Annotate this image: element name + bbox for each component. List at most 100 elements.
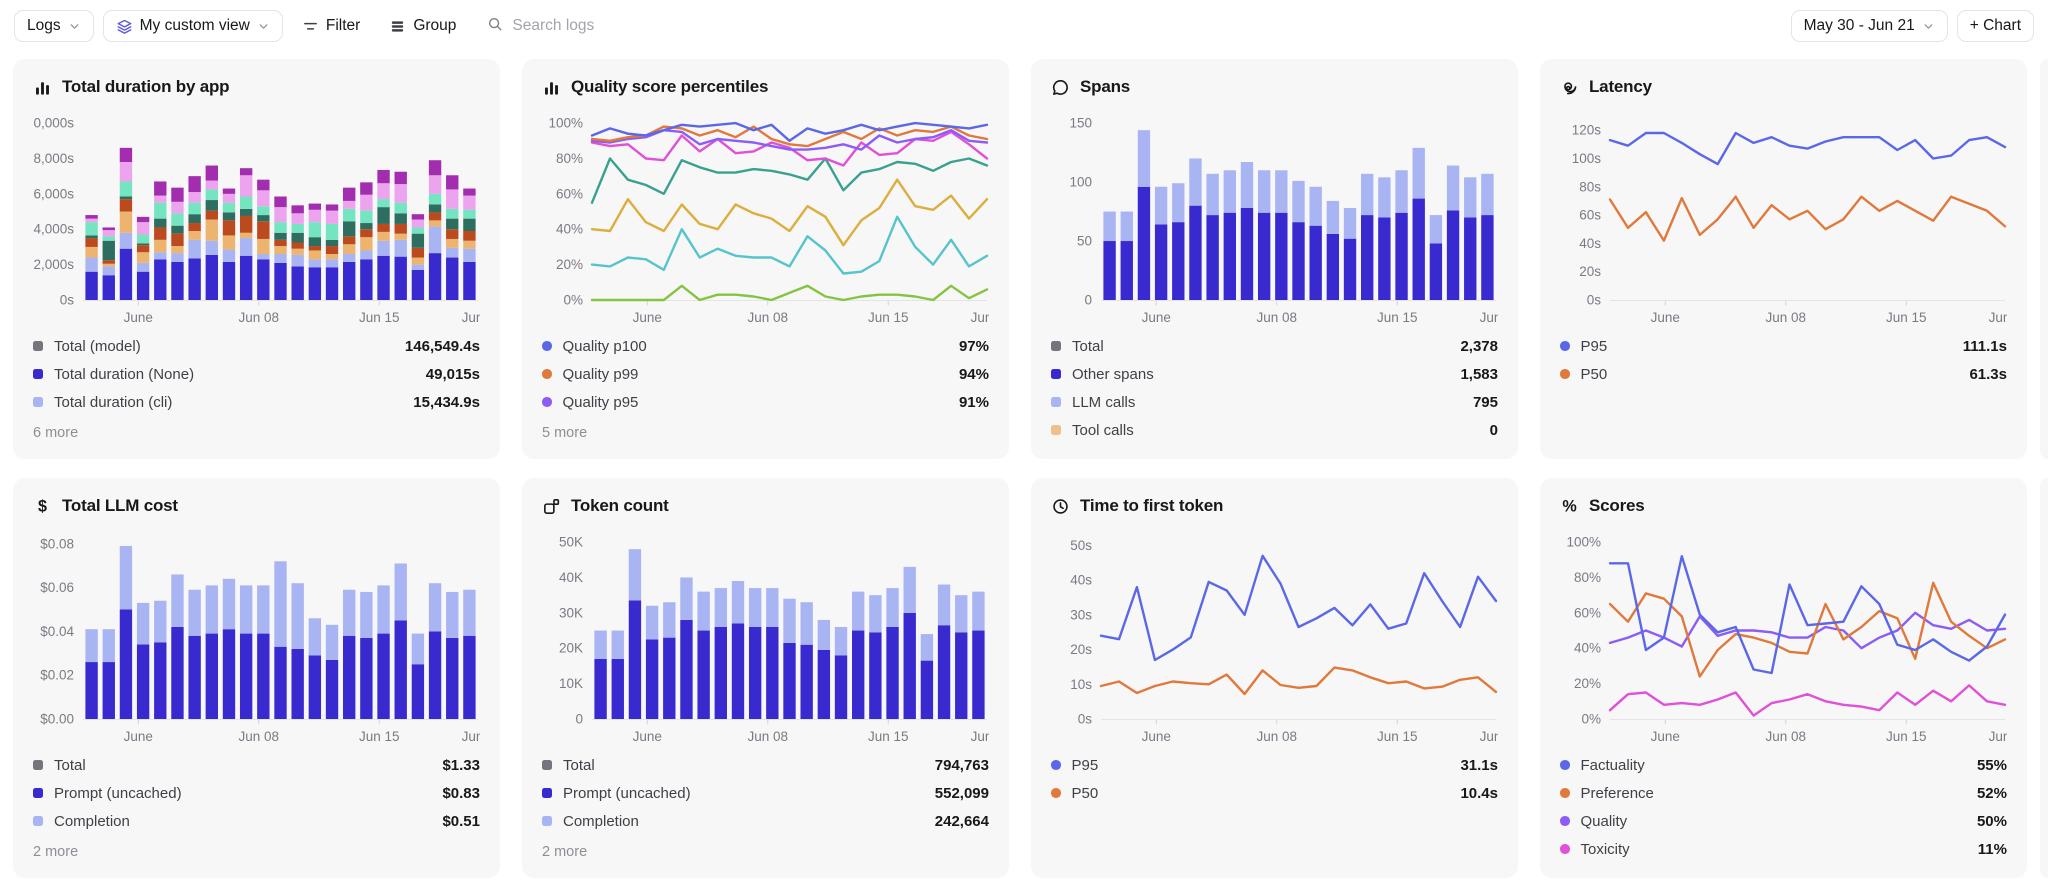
svg-text:0s: 0s [60,293,75,308]
legend-value: 1,583 [1460,365,1498,383]
legend-marker [1560,816,1570,826]
legend-marker [33,816,43,826]
legend-marker [1051,760,1061,770]
legend-value: 146,549.4s [404,337,480,355]
svg-text:40%: 40% [1574,641,1601,656]
filter-button[interactable]: Filter [291,10,371,42]
svg-text:10,000s: 10,000s [33,116,74,131]
legend-item[interactable]: Total 794,763 [542,751,989,779]
legend-item[interactable]: LLM calls 795 [1051,388,1498,416]
legend-marker [1560,341,1570,351]
svg-text:Jun 22: Jun 22 [462,729,480,744]
svg-text:50: 50 [1077,234,1092,249]
token-icon [542,497,561,516]
date-range-button[interactable]: May 30 - Jun 21 [1790,10,1948,42]
legend-item[interactable]: Quality p99 94% [542,360,989,388]
svg-text:June: June [633,729,662,744]
chevron-down-icon [68,20,81,33]
legend-item[interactable]: Tool calls 0 [1051,416,1498,444]
custom-view-dropdown[interactable]: My custom view [102,10,283,42]
svg-text:Jun 22: Jun 22 [1989,729,2007,744]
legend-item[interactable]: Preference 52% [1560,779,2007,807]
legend-value: 794,763 [934,756,989,774]
legend-item[interactable]: Toxicity 11% [1560,835,2007,863]
svg-text:10s: 10s [1070,677,1092,692]
legend-item[interactable]: P50 10.4s [1051,779,1498,807]
svg-text:Jun 08: Jun 08 [239,729,280,744]
legend-item[interactable]: Total 2,378 [1051,332,1498,360]
legend-value: $0.83 [442,784,480,802]
legend-value: 50% [1976,812,2007,830]
show-more-link[interactable]: 2 more [542,844,588,860]
legend-label: Total duration (None) [54,365,195,383]
group-icon [389,18,406,35]
filter-icon [302,18,319,35]
legend-item[interactable]: Total duration (cli) 15,434.9s [33,388,480,416]
legend-marker [1051,397,1061,407]
legend-item[interactable]: Completion $0.51 [33,807,480,835]
legend-marker [1051,425,1061,435]
svg-text:100%: 100% [1566,535,1601,550]
legend-label: Completion [563,812,639,830]
legend-marker [1051,369,1061,379]
legend-item[interactable]: P95 31.1s [1051,751,1498,779]
legend-value: 0 [1489,421,1498,439]
svg-text:Jun 15: Jun 15 [1377,729,1418,744]
show-more-link[interactable]: 2 more [33,844,79,860]
chart-legend: Total 794,763 Prompt (uncached) 552,099 Comp… [542,751,989,835]
legend-item[interactable]: Total (model) 146,549.4s [33,332,480,360]
svg-text:Jun 22: Jun 22 [1989,310,2007,325]
legend-marker [542,397,552,407]
chart-canvas: 0s 20s 40s 60s 80s 100s 120s June Jun 08 Jun 15 Ju… [1572,123,2007,325]
legend-item[interactable]: Quality p95 91% [542,388,989,416]
snail-icon [1560,78,1579,97]
svg-text:150: 150 [1069,116,1092,131]
search-input[interactable] [512,17,1770,35]
svg-text:2,000s: 2,000s [33,257,74,272]
chart-canvas: 0s 10s 20s 30s 40s 50s June Jun 08 Jun 15 Jun 22 [1070,538,1498,744]
legend-label: Prompt (uncached) [563,784,691,802]
card-title: Scores [1589,496,1645,515]
svg-text:June: June [1142,729,1171,744]
svg-text:Jun 15: Jun 15 [1886,729,1927,744]
legend-item[interactable]: P95 111.1s [1560,332,2007,360]
toolbar: Logs My custom view Filter [0,0,2048,52]
legend-item[interactable]: Other spans 1,583 [1051,360,1498,388]
card-header: Total duration by app [33,74,480,100]
svg-text:$0.00: $0.00 [40,712,74,727]
search-icon [487,16,503,37]
legend-item[interactable]: P50 61.3s [1560,360,2007,388]
show-more-link[interactable]: 5 more [542,425,588,441]
legend-item[interactable]: Prompt (uncached) 552,099 [542,779,989,807]
show-more-link[interactable]: 6 more [33,425,79,441]
legend-item[interactable]: Factuality 55% [1560,751,2007,779]
svg-text:40%: 40% [556,222,583,237]
legend-item[interactable]: Completion 242,664 [542,807,989,835]
legend-label: Quality [1580,812,1628,830]
svg-text:80s: 80s [1579,179,1601,194]
group-button[interactable]: Group [379,10,467,42]
bar-chart-icon [33,78,52,97]
add-chart-button[interactable]: + Chart [1956,10,2034,42]
date-range-label: May 30 - Jun 21 [1803,17,1915,34]
chart-legend: P95 31.1s P50 10.4s [1051,751,1498,807]
add-chart-label: + Chart [1969,17,2021,34]
legend-item[interactable]: Total $1.33 [33,751,480,779]
chart-legend: Total (model) 146,549.4s Total duration (N… [33,332,480,416]
logs-dropdown[interactable]: Logs [14,10,94,42]
card-title: Time to first token [1080,496,1224,515]
legend-item[interactable]: Quality p100 97% [542,332,989,360]
legend-label: P95 [1071,756,1099,774]
legend-value: 31.1s [1460,756,1498,774]
legend-value: 795 [1472,393,1498,411]
legend-label: Total duration (cli) [54,393,173,411]
legend-value: 61.3s [1969,365,2007,383]
legend-value: 97% [958,337,989,355]
svg-text:$0.04: $0.04 [40,624,74,639]
card-title: Quality score percentiles [571,77,769,96]
legend-item[interactable]: Total duration (None) 49,015s [33,360,480,388]
card-title: Token count [571,496,669,515]
svg-text:$0.08: $0.08 [40,536,74,551]
legend-item[interactable]: Quality 50% [1560,807,2007,835]
legend-item[interactable]: Prompt (uncached) $0.83 [33,779,480,807]
